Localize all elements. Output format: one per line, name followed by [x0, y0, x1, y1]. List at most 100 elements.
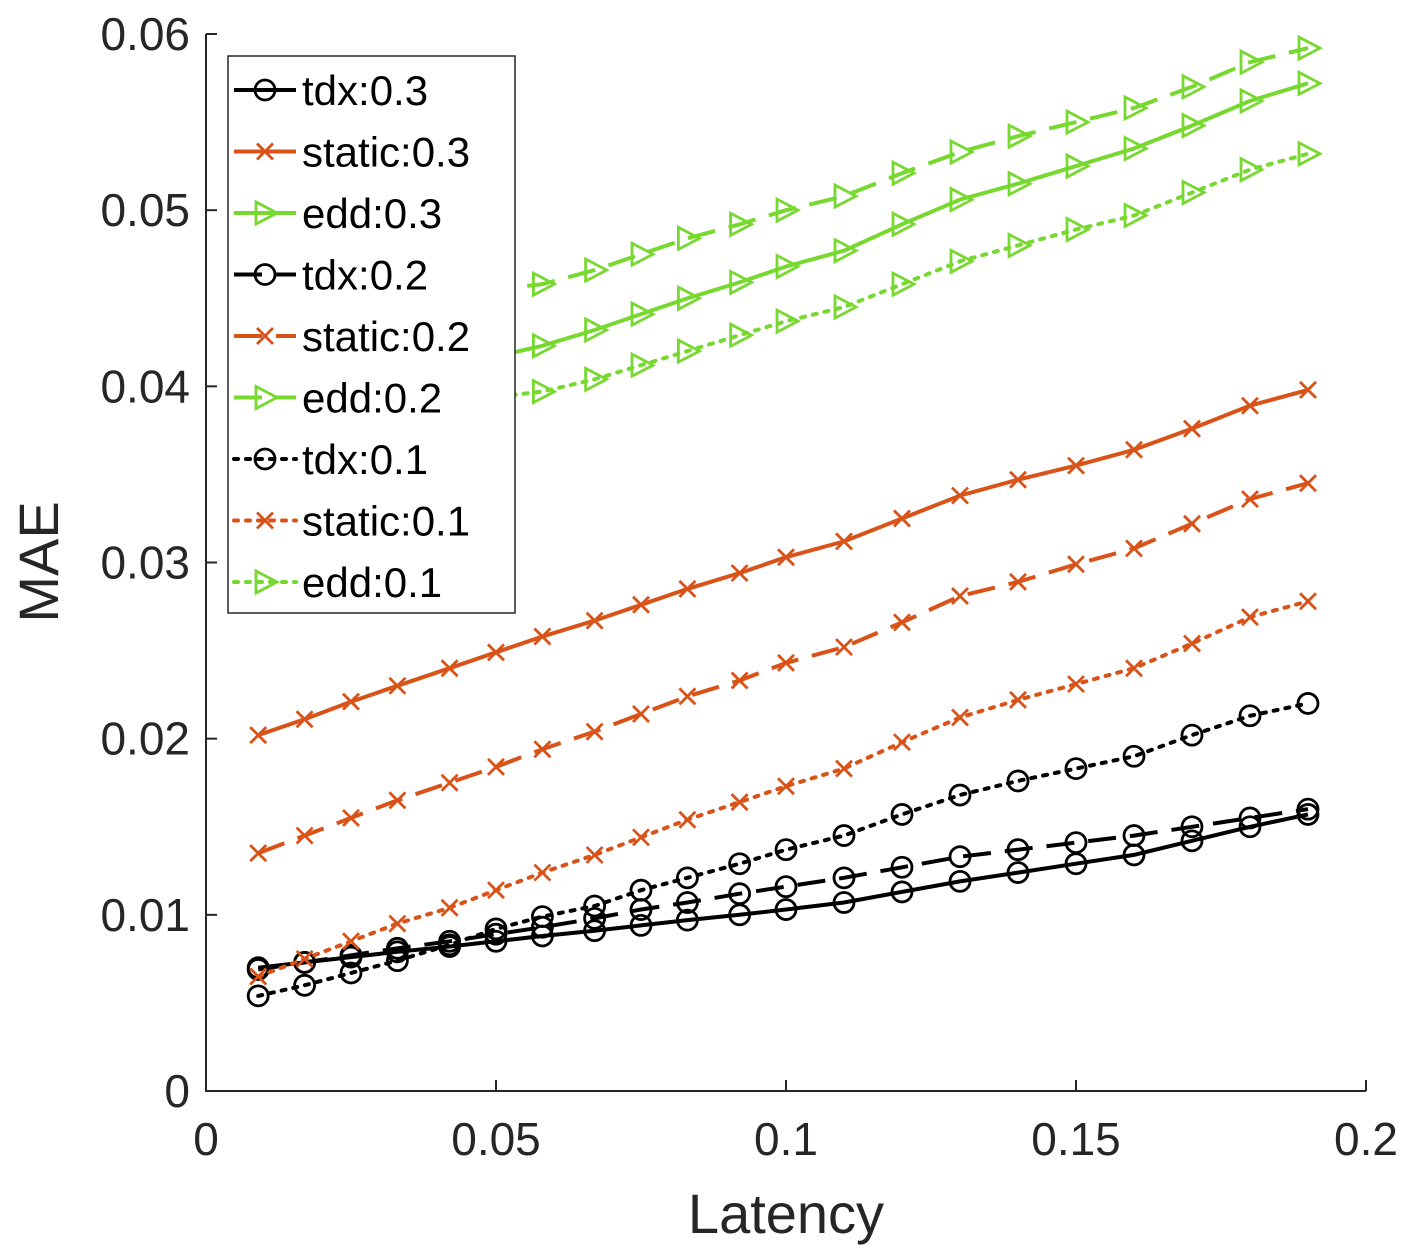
data-point	[1238, 704, 1262, 728]
data-point	[1296, 797, 1320, 821]
series-static-0-1	[249, 592, 1317, 986]
legend-marker	[256, 327, 274, 345]
data-point	[948, 845, 972, 869]
x-tick-label: 0.1	[754, 1113, 818, 1165]
series-tdx-0-2	[246, 797, 1320, 981]
y-tick-label: 0.02	[100, 713, 190, 765]
data-point	[533, 863, 552, 882]
data-point	[295, 949, 314, 968]
data-point	[676, 908, 699, 932]
data-point	[1007, 122, 1034, 150]
data-point	[832, 866, 856, 890]
data-point	[1299, 474, 1317, 493]
legend-label: static:0.1	[302, 498, 470, 545]
data-point	[1241, 608, 1259, 627]
data-point	[1239, 87, 1266, 115]
data-point	[948, 783, 972, 807]
legend-entry: tdx:0.2	[234, 252, 428, 299]
data-point	[1067, 675, 1085, 694]
data-point	[677, 284, 703, 312]
data-point	[583, 906, 606, 930]
data-point	[583, 919, 606, 943]
data-point	[1067, 555, 1085, 574]
data-point	[1299, 592, 1317, 611]
data-point	[1296, 692, 1320, 715]
data-point	[533, 627, 552, 646]
data-point	[1125, 440, 1143, 459]
data-point	[893, 733, 911, 752]
data-point	[890, 803, 914, 826]
data-point	[1241, 490, 1259, 509]
data-point	[728, 882, 751, 906]
data-point	[1183, 419, 1201, 438]
data-point	[1123, 202, 1150, 229]
data-point	[775, 307, 802, 335]
series-line	[256, 151, 1310, 468]
data-point	[342, 932, 360, 951]
x-tick-label: 0.15	[1031, 1113, 1121, 1165]
data-point	[388, 914, 407, 933]
data-point	[1123, 135, 1150, 162]
data-point	[629, 878, 653, 902]
legend-marker	[253, 263, 277, 286]
data-point	[532, 270, 558, 298]
data-point	[584, 365, 610, 393]
data-point	[1241, 396, 1259, 415]
data-point	[1239, 48, 1266, 76]
data-point	[585, 611, 604, 630]
legend-entry: edd:0.1	[232, 559, 442, 606]
data-point	[632, 705, 650, 723]
data-point	[677, 337, 703, 365]
legend-label: static:0.2	[302, 313, 470, 360]
series-tdx-0-3	[246, 803, 1320, 980]
data-point	[1123, 94, 1150, 122]
data-point	[893, 613, 911, 632]
legend-entry: static:0.3	[234, 129, 470, 176]
data-point	[833, 182, 860, 210]
legend-label: edd:0.2	[302, 375, 442, 422]
data-point	[1297, 34, 1324, 62]
data-point	[487, 757, 505, 776]
data-point	[774, 838, 798, 862]
data-point	[949, 247, 976, 275]
data-point	[484, 917, 508, 941]
data-point	[1065, 216, 1092, 243]
y-tick-label: 0.04	[100, 360, 190, 412]
data-point	[249, 967, 268, 986]
legend-label: edd:0.1	[302, 559, 442, 606]
data-point	[438, 933, 462, 957]
data-point	[730, 793, 749, 812]
legend-label: tdx:0.2	[302, 252, 428, 299]
data-point	[774, 875, 798, 899]
legend-marker	[254, 199, 281, 227]
data-point	[1006, 838, 1030, 862]
data-point	[1065, 108, 1092, 136]
data-point	[1183, 514, 1201, 533]
data-point	[677, 225, 703, 252]
data-point	[1009, 572, 1027, 591]
data-point	[632, 828, 650, 847]
data-point	[532, 332, 558, 360]
data-point	[388, 676, 407, 695]
data-point	[1238, 815, 1262, 839]
data-point	[1122, 744, 1146, 768]
data-point	[585, 845, 604, 864]
legend-label: edd:0.3	[302, 190, 442, 237]
x-tick-label: 0	[193, 1113, 219, 1165]
ticks: 0 0.05 0.1 0.15 0.2 0 0.01 0.02 0.03 0.04 0.05 0.06	[100, 8, 1398, 1165]
data-point	[832, 824, 856, 847]
data-point	[1009, 470, 1027, 489]
data-point	[533, 740, 552, 759]
data-point	[1064, 757, 1088, 781]
data-point	[342, 692, 360, 711]
data-point	[1180, 815, 1204, 839]
data-point	[1297, 70, 1324, 97]
data-point	[678, 687, 697, 706]
data-point	[440, 659, 459, 678]
data-point	[890, 855, 914, 879]
y-tick-label: 0.03	[100, 537, 190, 589]
x-axis-label: Latency	[688, 1182, 884, 1245]
data-point	[1180, 723, 1204, 747]
data-point	[728, 852, 751, 876]
